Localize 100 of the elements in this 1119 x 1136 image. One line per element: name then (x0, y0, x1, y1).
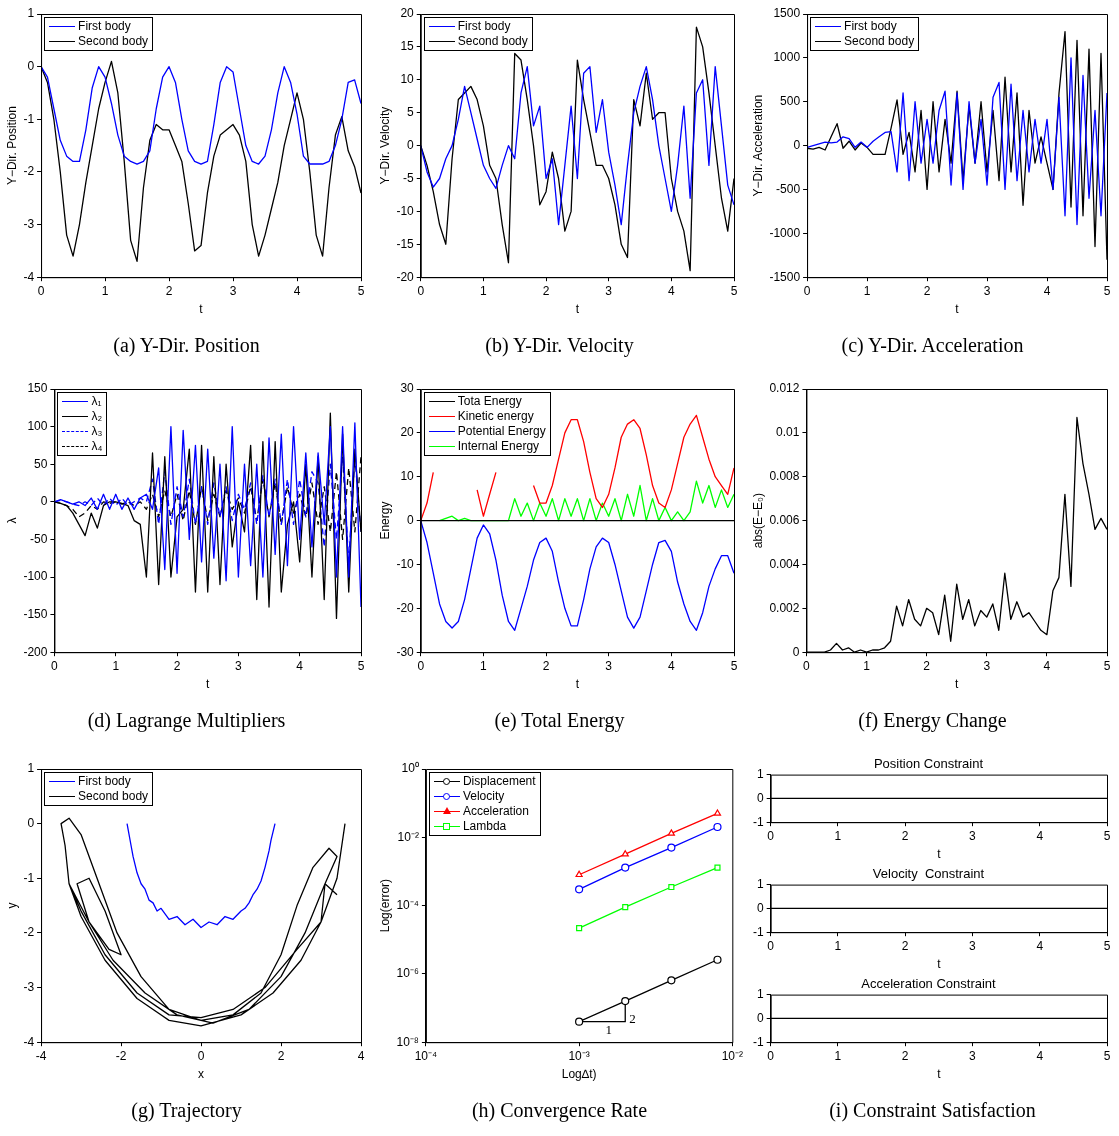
x-tick-label: 5 (357, 658, 365, 673)
text: (a) Y-Dir. Position (112, 333, 261, 359)
y-tick-label: -150 (23, 606, 48, 621)
y-tick-label: 10⁰ (401, 761, 419, 776)
x-axis-title: t (575, 677, 580, 692)
x-axis-title: t (199, 302, 204, 317)
legend-label: Potential Energy (457, 424, 546, 439)
legend-label: Lambda (462, 819, 507, 834)
y-tick-label: -10 (396, 203, 415, 218)
legend-label: Tota Energy (457, 394, 522, 409)
x-tick-label: 3 (229, 283, 237, 298)
y-tick-label: -500 (776, 181, 801, 196)
y-tick-label: -4 (23, 1034, 35, 1049)
x-tick-label: 1 (863, 658, 871, 673)
y-tick-label: -200 (23, 644, 48, 659)
legend-label: Second body (457, 34, 528, 49)
y-tick-label: 1000 (773, 50, 801, 65)
y-tick-label: 10⁻⁴ (396, 897, 419, 912)
y-tick-label: 0 (756, 900, 764, 915)
y-axis-title: Energy (377, 501, 392, 540)
legend-label: Second body (78, 34, 149, 49)
legend-label: First body (457, 19, 511, 34)
x-axis-title: t (937, 1067, 942, 1082)
y-axis-title: Y−Dir. Acceleration (750, 94, 765, 197)
y-tick-label: -1 (23, 111, 35, 126)
x-tick-label: 5 (1103, 938, 1111, 953)
text: (f) Energy Change (857, 708, 1008, 734)
legend-label: Displacement (462, 774, 536, 789)
x-tick-label: 2 (165, 283, 173, 298)
legend-label: Internal Energy (457, 439, 540, 454)
y-tick-label: 0 (27, 58, 35, 73)
x-tick-label: 5 (1103, 1048, 1111, 1063)
x-axis-title: x (198, 1067, 205, 1082)
x-tick-label: 2 (901, 1048, 909, 1063)
annotation: 1 (605, 1021, 612, 1037)
y-tick-label: -4 (23, 269, 35, 284)
y-tick-label: 0.012 (769, 381, 800, 396)
y-tick-label: 0.002 (769, 600, 800, 615)
legend-label: Second body (78, 789, 149, 804)
legend-label: λ₂ (91, 409, 103, 424)
x-tick-label: 2 (923, 658, 931, 673)
y-tick-label: -20 (396, 600, 415, 615)
y-tick-label: -30 (396, 644, 415, 659)
y-axis-title: y (4, 902, 19, 909)
y-tick-label: 1500 (773, 6, 801, 21)
legend-label: First body (78, 19, 131, 34)
x-tick-label: 1 (834, 938, 842, 953)
y-tick-label: 10⁻⁶ (396, 966, 419, 981)
x-tick-label: -2 (115, 1048, 127, 1063)
x-tick-label: 2 (173, 658, 181, 673)
x-tick-label: 0 (803, 283, 811, 298)
x-tick-label: 0 (197, 1048, 205, 1063)
y-tick-label: 1 (756, 876, 764, 891)
x-tick-label: 3 (969, 828, 977, 843)
y-tick-label: 500 (780, 94, 801, 109)
y-tick-label: -100 (23, 569, 48, 584)
y-tick-label: -20 (396, 269, 415, 284)
y-axis-title: Y−Dir. Position (4, 106, 19, 186)
y-tick-label: -3 (23, 979, 35, 994)
x-tick-label: 4 (1043, 658, 1051, 673)
annotation: 2 (629, 1011, 636, 1027)
y-axis-title: abs(E−E₀) (750, 492, 765, 549)
x-tick-label: 4 (1036, 828, 1044, 843)
x-tick-label: 3 (605, 658, 613, 673)
y-tick-label: 0 (407, 137, 415, 152)
x-axis-title: Log∆t) (561, 1067, 597, 1082)
y-tick-label: 20 (400, 425, 415, 440)
x-tick-label: 1 (863, 283, 871, 298)
y-axis-title: Y−Dir. Velocity (377, 106, 392, 185)
x-tick-label: 3 (235, 658, 243, 673)
y-tick-label: -2 (23, 925, 35, 940)
x-tick-label: 4 (668, 658, 676, 673)
y-tick-label: 20 (400, 6, 415, 21)
text: (c) Y-Dir. Acceleration (840, 333, 1025, 359)
x-tick-label: 5 (1103, 658, 1111, 673)
y-tick-label: 10 (400, 469, 415, 484)
x-tick-label: 4 (296, 658, 304, 673)
y-tick-label: 100 (27, 418, 48, 433)
x-tick-label: 3 (983, 283, 991, 298)
x-tick-label: 2 (901, 938, 909, 953)
y-tick-label: 0.01 (776, 425, 800, 440)
y-tick-label: 0 (756, 1010, 764, 1025)
y-tick-label: 150 (27, 381, 48, 396)
y-tick-label: -3 (23, 216, 35, 231)
y-axis-title: λ (4, 517, 19, 524)
x-tick-label: 4 (1043, 283, 1051, 298)
text: (g) Trajectory (130, 1098, 243, 1124)
x-tick-label: 1 (480, 658, 488, 673)
chart-title: Position Constraint (873, 756, 984, 772)
y-tick-label: -1 (753, 924, 764, 939)
y-tick-label: 50 (34, 456, 48, 471)
legend-label: First body (844, 19, 897, 34)
x-tick-label: 4 (668, 283, 676, 298)
x-tick-label: 3 (983, 658, 991, 673)
legend-label: λ₁ (91, 394, 102, 409)
y-tick-label: 0 (27, 815, 35, 830)
y-tick-label: 1 (756, 766, 764, 781)
legend-label: Kinetic energy (457, 409, 534, 424)
text: (e) Total Energy (493, 708, 626, 734)
x-tick-label: 5 (1103, 283, 1111, 298)
